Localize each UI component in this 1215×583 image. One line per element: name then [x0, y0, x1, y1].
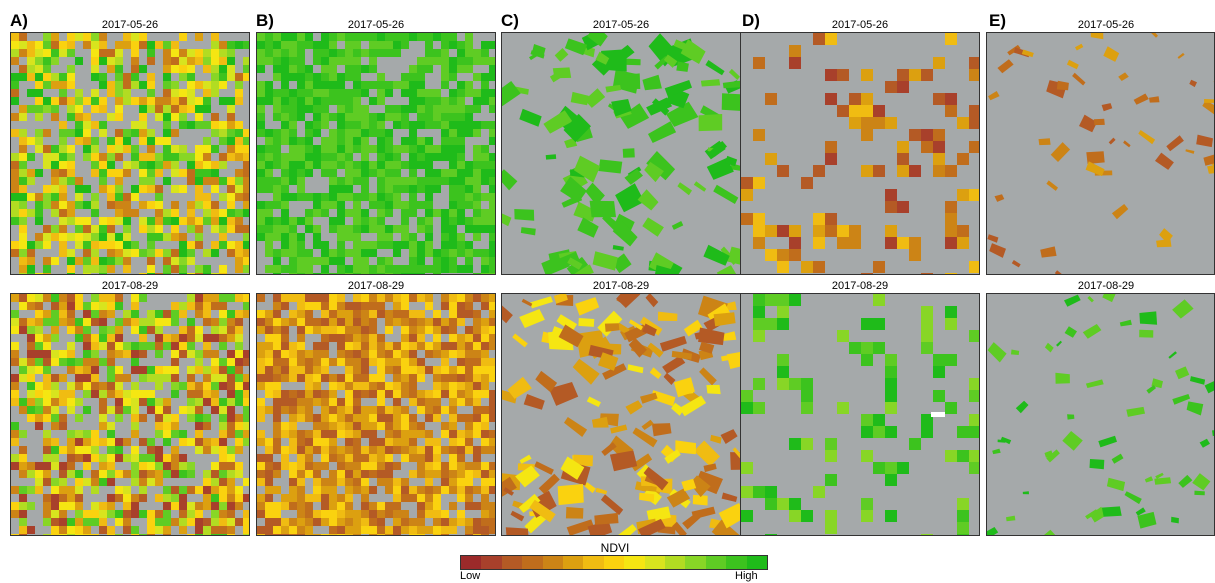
- panel-a-map-bottom: [10, 293, 250, 536]
- panel-a-date-bottom: 2017-08-29: [101, 280, 159, 292]
- panel-a-map-top: [10, 32, 250, 275]
- panel-a-letter: A): [10, 11, 28, 30]
- legend-swatch: [726, 556, 747, 569]
- panel-c-map-bottom-svg: [502, 294, 740, 535]
- legend-swatch: [461, 556, 482, 569]
- panel-b-map-bottom-svg: [257, 294, 495, 535]
- panel-c-letter: C): [501, 11, 519, 30]
- legend-swatch: [685, 556, 706, 569]
- panel-b-date-top: 2017-05-26: [347, 19, 405, 31]
- legend-swatch: [665, 556, 686, 569]
- panel-c-date-bottom: 2017-08-29: [592, 280, 650, 292]
- legend-swatch: [522, 556, 543, 569]
- legend-swatch: [583, 556, 604, 569]
- panel-b-map-top: [256, 32, 496, 275]
- panel-a-date-top: 2017-05-26: [101, 19, 159, 31]
- panel-b-map-top-svg: [257, 33, 495, 274]
- legend-swatch: [563, 556, 584, 569]
- panel-d-date-top: 2017-05-26: [831, 19, 889, 31]
- panel-d-map-bottom-svg: [741, 294, 979, 535]
- panel-e-date-top: 2017-05-26: [1077, 19, 1135, 31]
- panel-d-date-bottom: 2017-08-29: [831, 280, 889, 292]
- panel-b-date-bottom: 2017-08-29: [347, 280, 405, 292]
- legend-title: NDVI: [600, 541, 630, 555]
- panel-e-date-bottom: 2017-08-29: [1077, 280, 1135, 292]
- panel-c-date-top: 2017-05-26: [592, 19, 650, 31]
- panel-d-letter: D): [742, 11, 760, 30]
- panel-a-map-top-svg: [11, 33, 249, 274]
- legend-swatch: [501, 556, 523, 569]
- legend-high-label: High: [735, 570, 758, 582]
- panel-c-map-top: [501, 32, 741, 275]
- legend-swatch: [644, 556, 666, 569]
- panel-d-map-top-svg: [741, 33, 979, 274]
- panel-c-map-top-svg: [502, 33, 740, 274]
- panel-e-map-bottom-svg: [987, 294, 1214, 535]
- panel-e-map-top: [986, 32, 1215, 275]
- panel-b-map-bottom: [256, 293, 496, 536]
- legend-swatch: [542, 556, 564, 569]
- legend-color-bar: [460, 555, 768, 570]
- panel-a-map-bottom-svg: [11, 294, 249, 535]
- panel-d-map-top: [740, 32, 980, 275]
- panel-e-map-bottom: [986, 293, 1215, 536]
- legend-swatch: [603, 556, 625, 569]
- legend-swatch: [746, 556, 768, 569]
- white-patch: [931, 412, 945, 417]
- panel-b-letter: B): [256, 11, 274, 30]
- legend-swatch: [624, 556, 645, 569]
- panel-e-map-top-svg: [987, 33, 1214, 274]
- panel-e-letter: E): [989, 11, 1006, 30]
- legend-swatch: [705, 556, 727, 569]
- panel-d-map-bottom: [740, 293, 980, 536]
- legend-low-label: Low: [460, 570, 481, 582]
- legend-swatch: [481, 556, 502, 569]
- panel-c-map-bottom: [501, 293, 741, 536]
